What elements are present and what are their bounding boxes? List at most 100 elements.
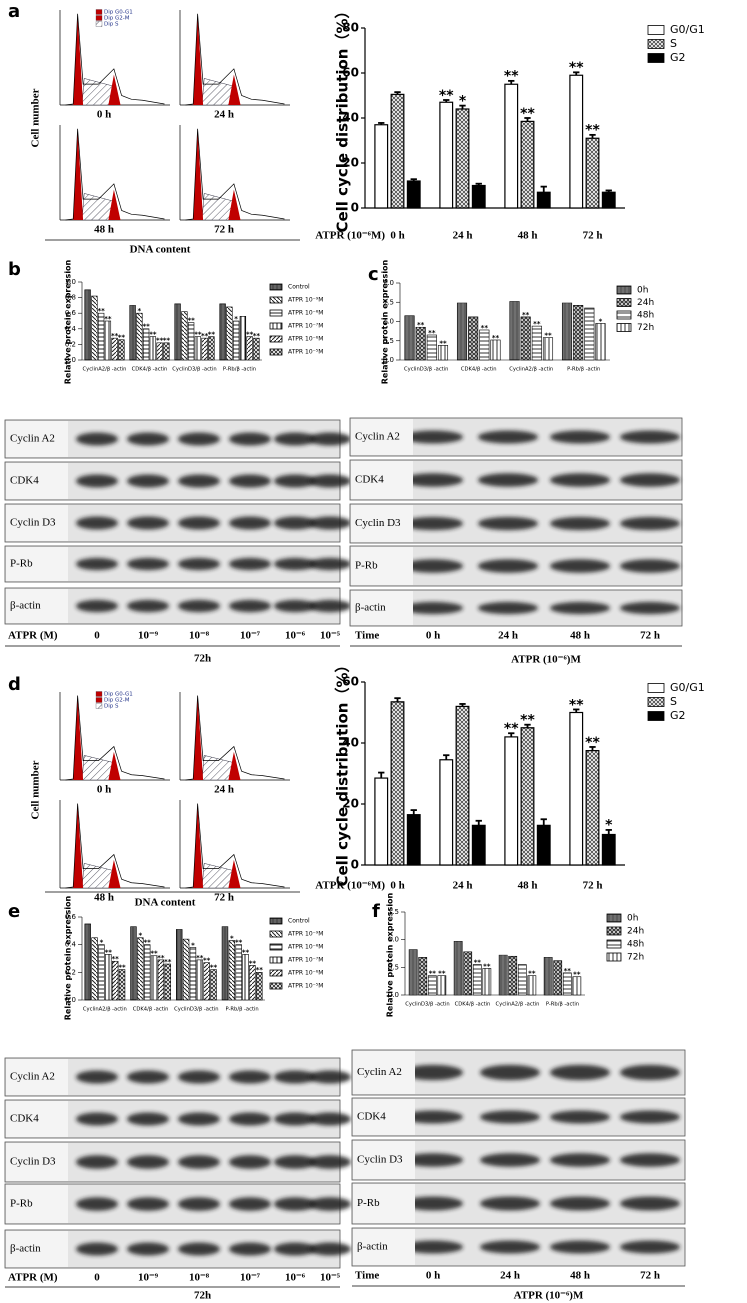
blot-label-bg: [351, 505, 413, 542]
blot-label-bg: [353, 1141, 415, 1179]
blot-band: [309, 1155, 351, 1169]
blot-lane-label: 10⁻⁷: [240, 630, 261, 642]
blot-band: [229, 1155, 271, 1169]
blot-band: [76, 1112, 118, 1126]
hist-outline: [65, 128, 165, 221]
blot-band: [76, 474, 118, 488]
bar: [453, 941, 463, 996]
legend-label: 72h: [627, 953, 644, 963]
panel-label: d: [8, 674, 21, 695]
y-tick-label: 1.0: [65, 278, 76, 286]
legend-swatch: [269, 930, 283, 938]
blot-row-label: CDK4: [10, 475, 39, 487]
significance-mark: **: [439, 339, 447, 347]
bar: [156, 342, 163, 361]
blot-band: [127, 1155, 169, 1169]
significance-mark: **: [481, 324, 489, 332]
blot-band: [480, 1196, 540, 1211]
significance-mark: **: [157, 954, 165, 962]
legend-label: ATPR 10⁻⁷M: [288, 323, 323, 330]
panel-label: b: [8, 259, 21, 280]
legend-label: 24h: [637, 298, 654, 308]
significance-mark: **: [142, 323, 150, 331]
panel-label: c: [368, 264, 379, 285]
legend-label: G0/G1: [670, 23, 705, 36]
bar: [536, 191, 551, 209]
blot-band: [127, 1242, 169, 1256]
blot-band: [274, 1242, 316, 1256]
blot-row-label: Cyclin A2: [355, 431, 400, 443]
bar: [437, 975, 447, 996]
x-tick-label: CDK4/β -actin: [133, 1007, 169, 1013]
significance-mark: **: [194, 331, 202, 339]
bar: [504, 736, 519, 866]
bar: [97, 312, 105, 361]
hist-legend-label: Dip S: [104, 22, 119, 28]
bar: [174, 303, 181, 361]
bar: [572, 976, 582, 996]
blot-band: [274, 1070, 316, 1084]
y-tick-label: 60: [342, 66, 359, 80]
y-tick-label: 0.0: [388, 991, 399, 999]
blot-row-label: β-actin: [355, 602, 386, 614]
x-axis-label: ATPR (10⁻⁶M): [315, 880, 385, 892]
blot-band: [178, 1242, 220, 1256]
bar: [569, 711, 584, 866]
bar: [181, 311, 188, 361]
hist-outline: [185, 695, 285, 781]
blot-band: [550, 1110, 610, 1124]
blot-band: [478, 601, 538, 615]
hist-g1-peak: [73, 695, 84, 780]
blot-row-label: Cyclin D3: [10, 1156, 56, 1168]
blot-row-label: P-Rb: [10, 1198, 33, 1210]
time-label: 24 h: [214, 784, 234, 796]
hist-legend-label: Dip G2-M: [104, 16, 130, 22]
hist-legend-label: Dip G0-G1: [104, 10, 133, 16]
significance-mark: **: [564, 967, 572, 975]
bar: [182, 938, 190, 1001]
blot-band: [550, 1240, 610, 1254]
bar: [595, 323, 606, 361]
blot-band: [403, 1064, 463, 1081]
blot-band: [478, 473, 538, 487]
hist-outline: [185, 128, 285, 221]
legend-label: G2: [670, 51, 686, 64]
blot-band: [620, 473, 680, 487]
hist-legend-label: Dip G2-M: [104, 698, 130, 704]
bar: [585, 750, 600, 866]
significance-mark: *: [191, 941, 195, 949]
y-axis-label: Relative protein expression: [381, 259, 390, 384]
significance-mark: *: [234, 315, 238, 323]
blot-band: [478, 516, 538, 531]
blot-band: [229, 1197, 271, 1211]
hist-g2-peak: [108, 751, 121, 780]
bar: [157, 959, 165, 1001]
hist-g2-peak: [108, 74, 121, 105]
blot-band: [309, 599, 351, 613]
bar: [569, 74, 584, 209]
bar: [543, 957, 553, 996]
significance-mark: **: [504, 69, 519, 85]
bar: [149, 336, 157, 361]
significance-mark: **: [246, 331, 254, 339]
bar: [219, 303, 226, 361]
bar: [455, 108, 470, 209]
bar: [232, 320, 240, 361]
bar: [520, 727, 535, 866]
blot-band: [178, 474, 220, 488]
blot-band: [550, 559, 610, 573]
blot-band: [620, 1240, 680, 1254]
significance-mark: **: [256, 966, 264, 974]
blot-band: [403, 516, 463, 531]
x-tick-label: CyclinA2/β -actin: [83, 1007, 127, 1013]
blot-lane-label: 0: [94, 1272, 100, 1284]
blot-band: [550, 473, 610, 487]
hist-legend-swatch: [95, 703, 103, 709]
y-tick-label: 0.5: [388, 963, 399, 971]
blot-band: [620, 601, 680, 615]
significance-mark: **: [569, 697, 584, 713]
blot-band: [127, 432, 169, 446]
blot-lane-label: 48 h: [570, 630, 590, 642]
bar: [256, 972, 263, 1001]
